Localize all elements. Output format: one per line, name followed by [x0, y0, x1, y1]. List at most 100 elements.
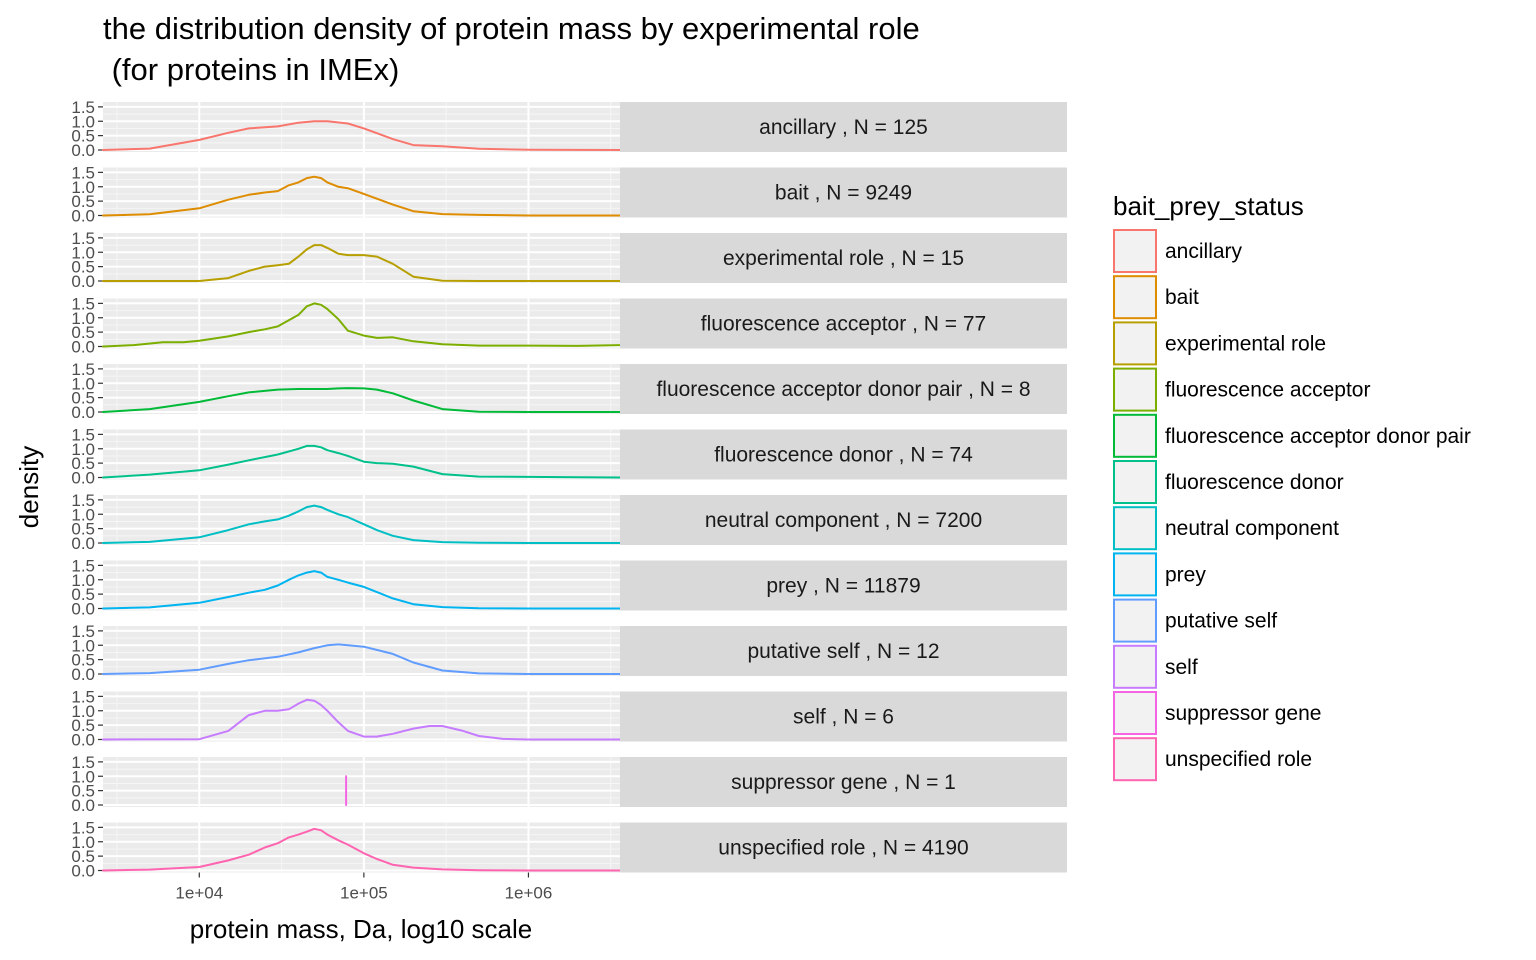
- facet-panel: 0.00.51.01.5 ancillary , N = 125: [71, 98, 1067, 160]
- y-tick-label: 1.0: [71, 440, 95, 459]
- y-tick-label: 0.5: [71, 651, 95, 670]
- y-tick-label: 1.0: [71, 636, 95, 655]
- panel-background: [103, 233, 620, 283]
- y-tick-label: 1.0: [71, 767, 95, 786]
- y-tick-label: 0.5: [71, 192, 95, 211]
- facet-strip-label: fluorescence acceptor , N = 77: [701, 313, 986, 336]
- y-tick-label: 1.0: [71, 112, 95, 131]
- y-tick-label: 1.0: [71, 243, 95, 262]
- legend-label: fluorescence acceptor donor pair: [1165, 425, 1471, 448]
- legend-key: [1113, 229, 1157, 273]
- facet-strip-label: putative self , N = 12: [747, 640, 939, 663]
- legend-label: bait: [1165, 286, 1199, 309]
- panel-background: [103, 757, 620, 807]
- facet-panel: 0.00.51.01.5 prey , N = 11879: [71, 556, 1067, 619]
- facet-panel: 0.00.51.01.5 fluorescence acceptor , N = …: [71, 294, 1067, 357]
- y-tick-label: 0.5: [71, 127, 95, 146]
- legend-key: [1113, 644, 1157, 689]
- y-tick-label: 0.5: [71, 389, 95, 408]
- legend: bait_prey_status ancillary bait experiment…: [1113, 191, 1471, 782]
- legend-label: fluorescence donor: [1165, 471, 1344, 494]
- legend-item: self: [1113, 644, 1198, 689]
- y-tick-label: 1.0: [71, 374, 95, 393]
- y-tick-label: 1.0: [71, 178, 95, 197]
- y-tick-label: 0.0: [71, 207, 95, 226]
- y-tick-label: 1.5: [71, 622, 95, 641]
- facet-strip: [620, 757, 1067, 807]
- facet-strip-label: self , N = 6: [793, 706, 894, 729]
- legend-title: bait_prey_status: [1113, 191, 1304, 221]
- density-line: [102, 302, 621, 348]
- y-tick-label: 1.5: [71, 163, 95, 182]
- legend-item: fluorescence donor: [1113, 460, 1344, 504]
- legend-item: ancillary: [1113, 229, 1243, 273]
- facet-strip: [620, 429, 1067, 480]
- x-axis: 1e+04 1e+05 1e+06: [175, 872, 553, 903]
- y-tick-label: 0.5: [71, 454, 95, 473]
- y-tick-label: 0.5: [71, 323, 95, 342]
- y-tick-label: 1.0: [71, 702, 95, 721]
- chart-title-line-1: the distribution density of protein mass…: [103, 11, 920, 46]
- legend-key: [1113, 552, 1157, 597]
- legend-key: [1113, 506, 1157, 551]
- legend-item: putative self: [1113, 598, 1277, 643]
- facet-panel: 0.00.51.01.5 fluorescence donor , N = 74: [71, 425, 1067, 488]
- facet-strip: [620, 233, 1067, 283]
- density-line: [102, 387, 621, 413]
- facet-strip: [620, 626, 1067, 676]
- panel-background: [103, 822, 620, 873]
- legend-label: neutral component: [1165, 517, 1339, 540]
- legend-key: [1113, 321, 1157, 366]
- y-tick-label: 1.5: [71, 294, 95, 313]
- panel-background: [103, 691, 620, 742]
- legend-item: fluorescence acceptor: [1113, 367, 1370, 412]
- x-tick-label: 1e+04: [175, 884, 223, 903]
- panel-background: [103, 626, 620, 676]
- y-tick-label: 1.0: [71, 505, 95, 524]
- panel-background: [103, 495, 620, 545]
- facet-panel: 0.00.51.01.5 unspecified role , N = 4190: [71, 818, 1067, 881]
- y-tick-label: 0.0: [71, 469, 95, 488]
- y-tick-label: 1.5: [71, 360, 95, 379]
- legend-item: experimental role: [1113, 321, 1326, 366]
- facet-strip-label: fluorescence donor , N = 74: [714, 444, 973, 467]
- x-tick-label: 1e+05: [340, 884, 388, 903]
- y-tick-label: 0.0: [71, 665, 95, 684]
- facet-strip: [620, 495, 1067, 545]
- facet-strip-label: experimental role , N = 15: [723, 247, 964, 270]
- density-line: [102, 504, 621, 544]
- y-tick-label: 0.5: [71, 847, 95, 866]
- y-tick-label: 0.5: [71, 520, 95, 539]
- facet-panel: 0.00.51.01.5 suppressor gene , N = 1: [71, 753, 1067, 815]
- panel-background: [103, 298, 620, 349]
- facet-strip: [620, 560, 1067, 611]
- legend-key: [1113, 275, 1157, 320]
- y-tick-label: 1.5: [71, 98, 95, 117]
- facet-strip: [620, 691, 1067, 742]
- chart-title-line-2: (for proteins in IMEx): [103, 52, 399, 87]
- facet-strip-label: fluorescence acceptor donor pair , N = 8: [656, 378, 1030, 401]
- y-tick-label: 0.0: [71, 600, 95, 619]
- x-tick-label: 1e+06: [505, 884, 553, 903]
- y-tick-label: 1.5: [71, 491, 95, 510]
- legend-item: prey: [1113, 552, 1206, 597]
- density-line: [102, 643, 621, 675]
- x-axis-title: protein mass, Da, log10 scale: [190, 914, 533, 944]
- facet-panel: 0.00.51.01.5 experimental role , N = 15: [71, 229, 1067, 291]
- legend-item: bait: [1113, 275, 1199, 320]
- density-line: [102, 120, 621, 151]
- facet-strip: [620, 822, 1067, 873]
- legend-label: self: [1165, 656, 1198, 679]
- legend-key: [1113, 691, 1157, 735]
- facet-strip: [620, 167, 1067, 218]
- y-tick-label: 0.5: [71, 258, 95, 277]
- legend-label: prey: [1165, 563, 1206, 586]
- facet-strip-label: prey , N = 11879: [766, 575, 920, 598]
- facet-strip: [620, 364, 1067, 414]
- facet-panel: 0.00.51.01.5 bait , N = 9249: [71, 163, 1067, 226]
- y-tick-label: 0.0: [71, 534, 95, 553]
- y-tick-label: 1.0: [71, 309, 95, 328]
- legend-item: suppressor gene: [1113, 691, 1321, 735]
- legend-key: [1113, 367, 1157, 412]
- legend-key: [1113, 413, 1157, 458]
